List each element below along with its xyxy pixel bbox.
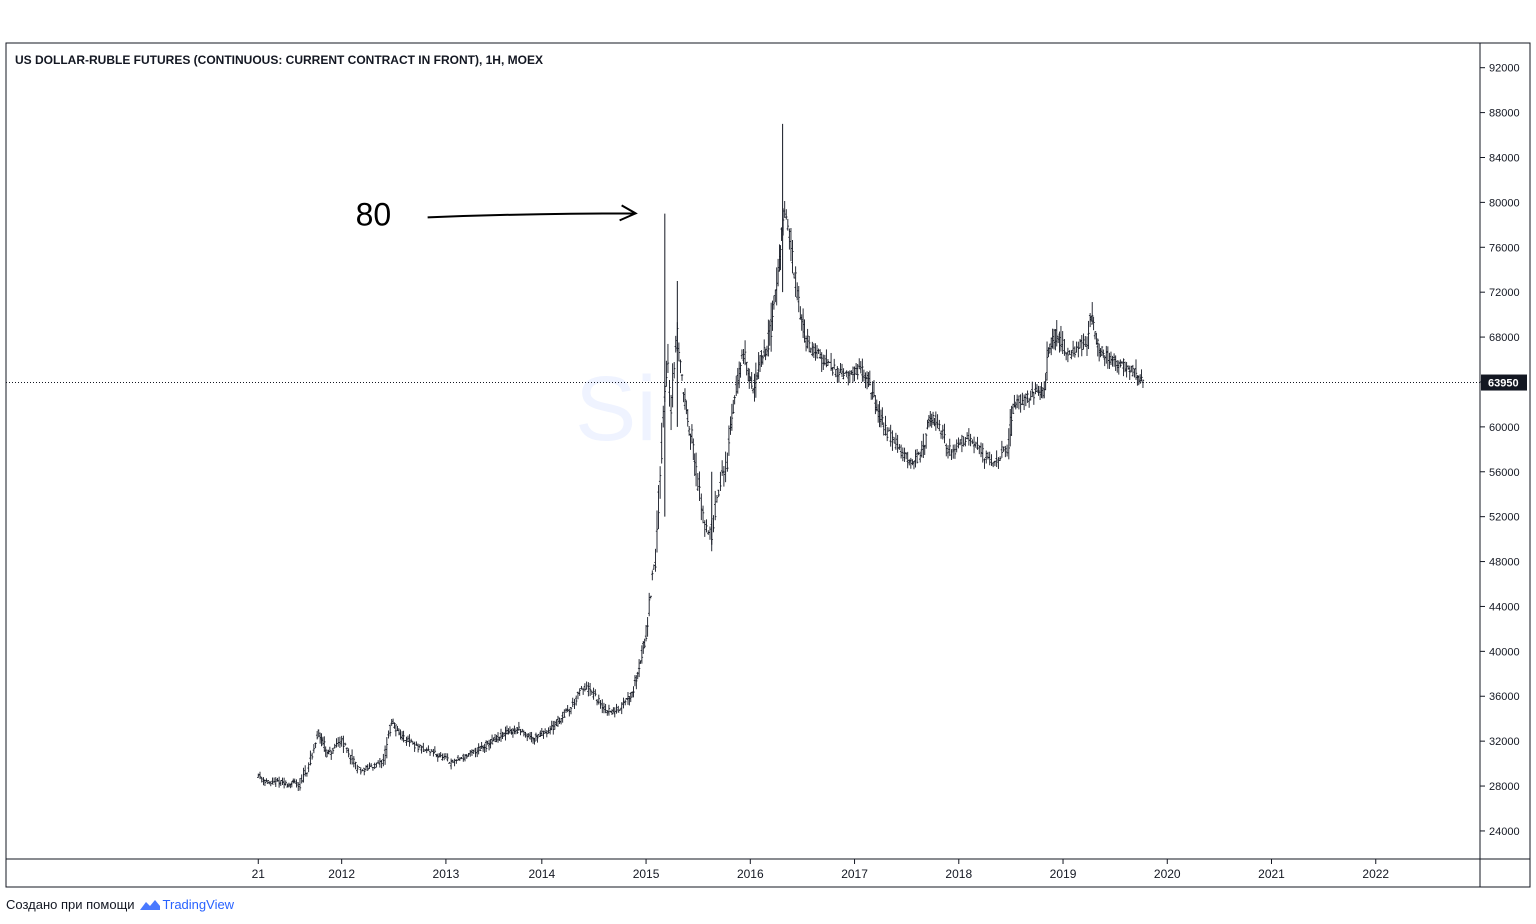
- y-tick-label: 80000: [1489, 197, 1520, 209]
- x-tick-label: 2018: [945, 867, 972, 881]
- annotation-arrow: [427, 204, 638, 222]
- y-tick-label: 36000: [1489, 691, 1520, 703]
- x-tick-label: 2020: [1154, 867, 1181, 881]
- y-tick-label: 32000: [1489, 736, 1520, 748]
- annotation: 80: [356, 196, 638, 232]
- y-tick-label: 76000: [1489, 242, 1520, 254]
- y-tick-label: 84000: [1489, 152, 1520, 164]
- x-tick-label: 2021: [1258, 867, 1285, 881]
- y-tick-label: 48000: [1489, 557, 1520, 569]
- tradingview-logo-icon: [139, 899, 160, 910]
- current-price-box: [1481, 374, 1527, 391]
- x-tick-label: 2016: [737, 867, 764, 881]
- y-tick-label: 40000: [1489, 646, 1520, 658]
- y-tick-label: 44000: [1489, 601, 1520, 613]
- x-tick-label: 2014: [528, 867, 555, 881]
- y-tick-label: 88000: [1489, 108, 1520, 120]
- price-axis: 24000 28000 32000 36000 40000 44000 48000 52000…: [1480, 63, 1520, 838]
- tradingview-link[interactable]: TradingView: [139, 897, 235, 912]
- y-tick-label: 72000: [1489, 287, 1520, 299]
- y-tick-label: 28000: [1489, 781, 1520, 793]
- footer: Создано при помощи TradingView: [6, 897, 234, 912]
- symbol-watermark: Si: [575, 358, 657, 460]
- x-tick-label: 2022: [1362, 867, 1389, 881]
- x-tick-label: 21: [252, 867, 266, 881]
- y-tick-label: 56000: [1489, 467, 1520, 479]
- chart-title: US DOLLAR-RUBLE FUTURES (CONTINUOUS: CUR…: [15, 53, 543, 67]
- x-tick-label: 2012: [328, 867, 355, 881]
- y-tick-label: 92000: [1489, 63, 1520, 75]
- current-price-label: 63950: [1488, 378, 1519, 390]
- annotation-label: 80: [356, 196, 392, 232]
- tradingview-brand: TradingView: [162, 897, 235, 912]
- chart-frame: [5, 42, 1531, 888]
- y-tick-label: 24000: [1489, 826, 1520, 838]
- y-tick-label: 60000: [1489, 422, 1520, 434]
- y-tick-label: 68000: [1489, 332, 1520, 344]
- price-series: [257, 123, 1145, 791]
- time-axis: 21 2012 2013 2014 2015 2016 2017 2018 2019 2020 20…: [252, 859, 1389, 881]
- footer-text: Создано при помощи: [6, 897, 135, 912]
- x-tick-label: 2019: [1050, 867, 1077, 881]
- y-tick-label: 52000: [1489, 512, 1520, 524]
- x-tick-label: 2017: [841, 867, 868, 881]
- x-tick-label: 2015: [633, 867, 660, 881]
- x-tick-label: 2013: [433, 867, 460, 881]
